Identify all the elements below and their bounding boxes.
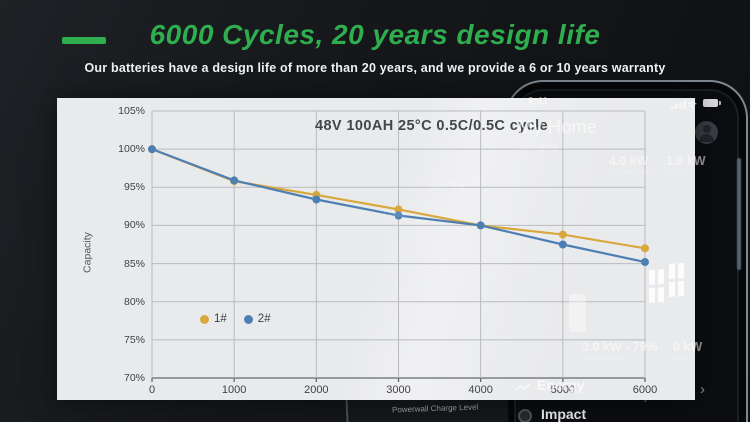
avatar-icon[interactable]: [695, 121, 718, 144]
legend-label: 1#: [214, 313, 227, 325]
y-axis-label: Capacity: [81, 232, 94, 273]
x-tick-label: 0: [148, 384, 156, 396]
accent-dash: [62, 37, 106, 44]
x-tick-label: 3000: [386, 384, 411, 396]
phone-side-edge: [737, 158, 741, 270]
y-tick-label: 85%: [123, 257, 145, 270]
legend-label: 2#: [257, 313, 271, 325]
chart-panel: 105% 100% 95% 90% 85% 80% 75% 70% 0 1000 2000 3000…: [57, 98, 695, 400]
x-tick-label: 1000: [221, 384, 247, 396]
y-tick-label: 90%: [123, 219, 145, 232]
chart-legend: 1# 2#: [200, 313, 271, 325]
x-tick-label: 2000: [304, 384, 329, 396]
capacity-line-chart: [148, 110, 649, 382]
battery-icon: [703, 99, 721, 107]
y-tick-label: 70%: [123, 372, 145, 384]
impact-bullet-icon: [518, 409, 532, 422]
y-tick-label: 80%: [123, 295, 145, 308]
x-tick-label: 5000: [550, 384, 576, 396]
legend-item: 2#: [243, 313, 271, 325]
y-tick-label: 105%: [118, 105, 145, 117]
page-subtitle: Our batteries have a design life of more…: [84, 61, 666, 75]
x-tick-label: 6000: [632, 384, 658, 396]
legend-dot-icon: [200, 314, 209, 324]
x-tick-label: 4000: [468, 384, 493, 396]
y-tick-label: 100%: [118, 143, 145, 156]
chevron-right-icon[interactable]: ›: [700, 381, 705, 398]
impact-menu-item[interactable]: Impact: [541, 406, 587, 422]
chart-title: 48V 100AH 25°C 0.5C/0.5C cycle: [315, 118, 549, 134]
page-title: 6000 Cycles, 20 years design life: [149, 19, 601, 50]
y-tick-label: 75%: [123, 333, 145, 346]
legend-dot-icon: [243, 314, 253, 324]
y-tick-label: 95%: [123, 181, 145, 194]
legend-item: 1#: [200, 313, 227, 325]
